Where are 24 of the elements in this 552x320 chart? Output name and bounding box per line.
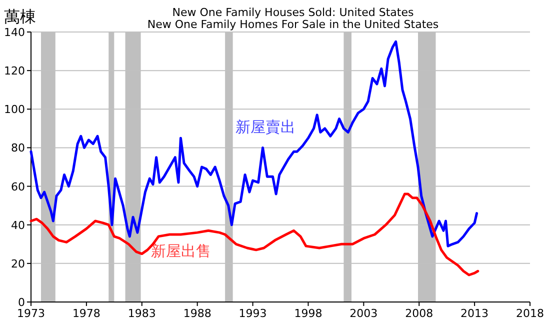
y-tick-label: 100 [4, 103, 25, 116]
x-tick-label: 2008 [405, 307, 434, 320]
x-tick-label: 2013 [460, 307, 489, 320]
series-label: 新屋出售 [150, 242, 211, 260]
y-tick-label: 120 [4, 64, 25, 78]
chart-title: New One Family Houses Sold: United States [172, 6, 414, 19]
series-label: 新屋賣出 [236, 118, 296, 136]
y-tick-label: 20 [11, 257, 25, 270]
y-tick-label: 60 [11, 180, 25, 194]
x-tick-label: 1998 [294, 307, 322, 320]
x-tick-label: 1978 [72, 307, 100, 320]
x-tick-label: 1983 [128, 307, 156, 320]
x-tick-label: 2003 [350, 307, 378, 320]
y-tick-label: 40 [11, 218, 25, 232]
y-tick-label: 0 [18, 296, 25, 309]
x-tick-label: 2018 [516, 307, 544, 320]
y-tick-label: 140 [4, 26, 25, 39]
y-tick-label: 80 [11, 142, 25, 155]
x-tick-label: 1993 [238, 307, 267, 320]
x-tick-label: 1988 [183, 307, 212, 320]
line-series [30, 192, 480, 276]
y-axis-title: 萬棟 [4, 7, 36, 26]
chart-subtitle: New One Family Homes For Sale in the United States [147, 18, 439, 31]
x-tick-label: 1973 [17, 307, 45, 320]
